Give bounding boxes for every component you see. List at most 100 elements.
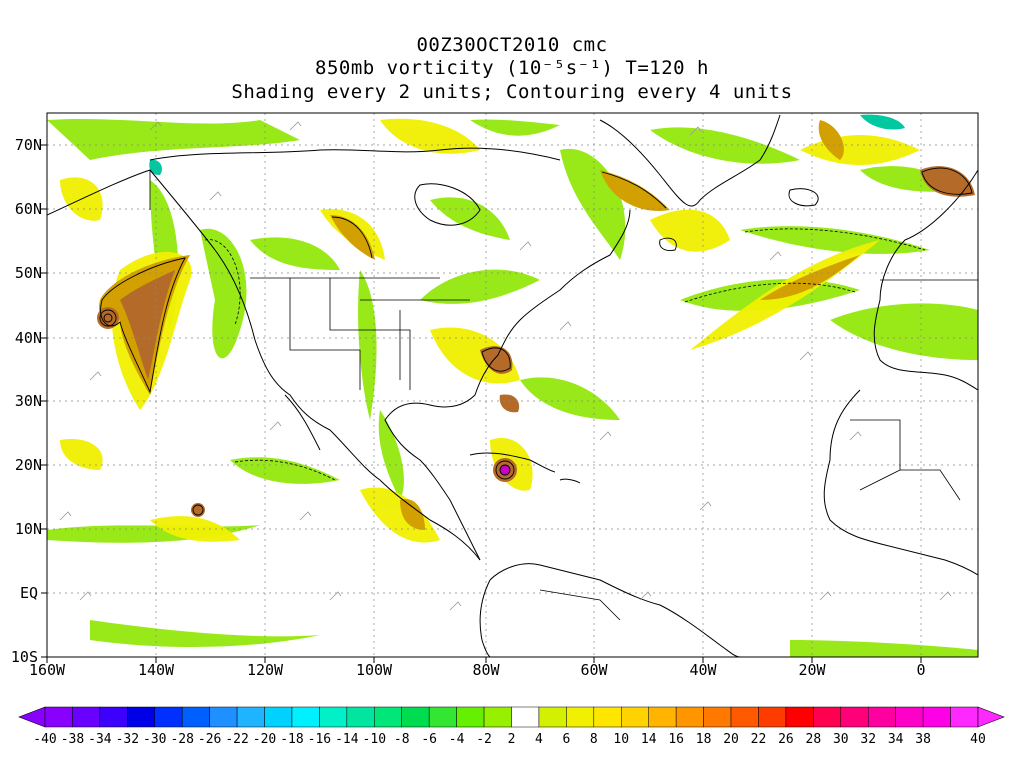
cyan-shading (149, 114, 905, 175)
colorbar-swatch (99, 706, 128, 728)
colorbar-swatch (895, 706, 924, 728)
colorbar-swatch (813, 706, 842, 728)
colorbar-label: 6 (562, 732, 570, 747)
lon-label: 60W (580, 661, 608, 679)
lat-label: 10N (15, 520, 42, 538)
colorbar-label: -38 (61, 732, 84, 747)
colorbar-swatch (922, 706, 951, 728)
colorbar: -40 -38 -34 -32 -30 -28 -26 -22 -20 -18 -16 -14 -10-… (18, 706, 1005, 747)
colorbar-swatch (703, 706, 732, 728)
vorticity-contours (99, 167, 973, 516)
colorbar-swatch (346, 706, 375, 728)
colorbar-swatch (867, 706, 896, 728)
colorbar-swatch (511, 706, 540, 728)
plot-frame (46, 112, 979, 658)
colorbar-label: 4 (535, 732, 543, 747)
colorbar-swatch (236, 706, 265, 728)
strong-positive-shading (97, 120, 975, 530)
lon-label: 80W (472, 661, 500, 679)
colorbar-swatch (483, 706, 512, 728)
colorbar-label: -40 (33, 732, 56, 747)
longitude-labels: 160W 140W 120W 100W 80W 60W 40W 20W 0 (29, 661, 926, 679)
plot-area (47, 113, 978, 657)
latitude-labels: 70N 60N 50N 40N 30N 20N 10N EQ 10S (11, 136, 42, 666)
lat-label: 50N (15, 264, 42, 282)
colorbar-swatch (428, 706, 457, 728)
lat-label: 20N (15, 456, 42, 474)
wind-barbs (59, 121, 952, 611)
colorbar-label: -14 (335, 732, 359, 747)
colorbar-label: 34 (888, 732, 904, 747)
positive-vorticity-shading (60, 118, 920, 543)
colorbar-swatch (72, 706, 101, 728)
colorbar-label: 32 (860, 732, 876, 747)
colorbar-label: -16 (308, 732, 331, 747)
colorbar-label: 38 (915, 732, 931, 747)
colorbar-swatch (456, 706, 485, 728)
colorbar-label: -28 (170, 732, 193, 747)
colorbar-swatch (950, 706, 979, 728)
colorbar-label: 26 (778, 732, 794, 747)
colorbar-label: -4 (449, 732, 465, 747)
colorbar-swatch (675, 706, 704, 728)
colorbar-label: 22 (751, 732, 767, 747)
lat-label: EQ (20, 584, 38, 602)
lat-label: 30N (15, 392, 42, 410)
colorbar-swatch (621, 706, 649, 728)
colorbar-label: 2 (508, 732, 516, 747)
colorbar-label: -22 (225, 732, 248, 747)
lat-lon-grid (47, 113, 978, 657)
colorbar-label: 14 (641, 732, 657, 747)
lat-label: 40N (15, 329, 42, 347)
colorbar-label: 10 (613, 732, 629, 747)
map-title-line1: 00Z30OCT2010 cmc (416, 34, 608, 56)
negative-vorticity-shading (47, 118, 978, 657)
negative-contours (204, 228, 926, 481)
colorbar-swatch (127, 706, 156, 728)
colorbar-swatch (44, 706, 73, 728)
colorbar-label: -30 (143, 732, 166, 747)
lon-label: 120W (247, 661, 284, 679)
colorbar-swatch (840, 706, 869, 728)
colorbar-label: -34 (88, 732, 112, 747)
colorbar-label: 18 (696, 732, 712, 747)
colorbar-label: -8 (394, 732, 410, 747)
colorbar-label: 20 (723, 732, 739, 747)
lat-label: 70N (15, 136, 42, 154)
lat-label: 60N (15, 200, 42, 218)
lon-label: 40W (689, 661, 717, 679)
map-title-line2: 850mb vorticity (10⁻⁵s⁻¹) T=120 h (315, 57, 709, 79)
colorbar-label: 16 (668, 732, 684, 747)
colorbar-swatch (538, 706, 567, 728)
colorbar-label: 40 (970, 732, 986, 747)
colorbar-swatch (730, 706, 759, 728)
colorbar-label: -32 (116, 732, 139, 747)
colorbar-swatch (154, 706, 183, 728)
lon-label: 100W (356, 661, 393, 679)
colorbar-label: -20 (253, 732, 276, 747)
colorbar-swatch (566, 706, 595, 728)
colorbar-label: 8 (590, 732, 598, 747)
colorbar-swatch (401, 706, 430, 728)
colorbar-swatch (648, 706, 677, 728)
lon-label: 160W (29, 661, 66, 679)
lon-label: 0 (916, 661, 925, 679)
colorbar-swatch (291, 706, 320, 728)
coastlines (47, 114, 978, 657)
colorbar-label: -10 (363, 732, 386, 747)
colorbar-arrow-right (977, 706, 1005, 728)
colorbar-label: 28 (806, 732, 822, 747)
colorbar-arrow-left (18, 706, 46, 728)
colorbar-swatch (264, 706, 293, 728)
colorbar-label: -18 (280, 732, 303, 747)
political-boundaries (149, 170, 978, 621)
lon-label: 140W (138, 661, 175, 679)
lat-label: 10S (11, 648, 38, 666)
lon-label: 20W (798, 661, 826, 679)
map-title-line3: Shading every 2 units; Contouring every … (231, 81, 793, 103)
colorbar-swatch (758, 706, 787, 728)
colorbar-swatch (209, 706, 238, 728)
colorbar-swatch (593, 706, 622, 728)
colorbar-swatch (374, 706, 402, 728)
